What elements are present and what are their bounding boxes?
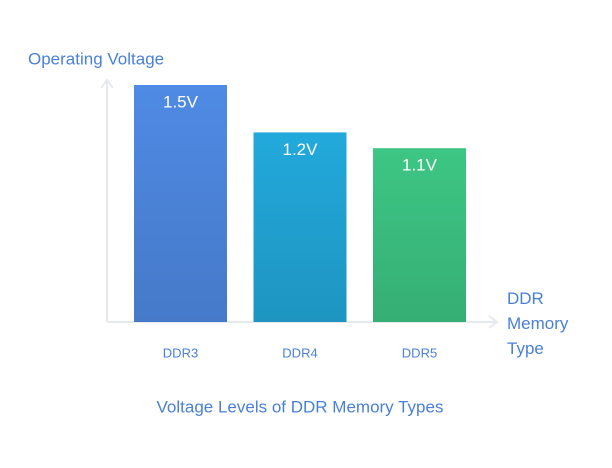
x-tick-label: DDR5 [402,345,437,360]
y-axis-arrow [100,78,114,89]
x-tick-label: DDR4 [282,345,317,360]
x-tick-label: DDR3 [163,345,198,360]
x-axis-label: DDR Memory Type [507,289,569,358]
x-axis-arrow [488,315,499,329]
bar-shade [253,132,347,322]
y-axis-label: Operating Voltage [28,49,164,68]
value-label: 1.5V [163,92,199,111]
value-label: 1.1V [402,156,438,175]
bar-shade [134,85,227,322]
bar-shade [373,148,466,322]
chart-title: Voltage Levels of DDR Memory Types [157,397,444,416]
value-label: 1.2V [283,140,319,159]
